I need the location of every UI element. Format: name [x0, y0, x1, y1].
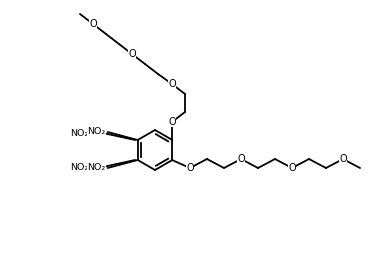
Text: O: O [237, 154, 245, 164]
Text: O: O [339, 154, 347, 164]
Text: O: O [168, 79, 176, 89]
Text: NO₂: NO₂ [88, 164, 106, 172]
Text: O: O [89, 19, 97, 29]
Text: O: O [128, 49, 136, 59]
Text: NO₂: NO₂ [88, 128, 106, 136]
Text: O: O [186, 163, 194, 173]
Text: O: O [168, 117, 176, 127]
Text: NO₂: NO₂ [70, 163, 88, 171]
Text: NO₂: NO₂ [70, 129, 88, 137]
Text: O: O [288, 163, 296, 173]
